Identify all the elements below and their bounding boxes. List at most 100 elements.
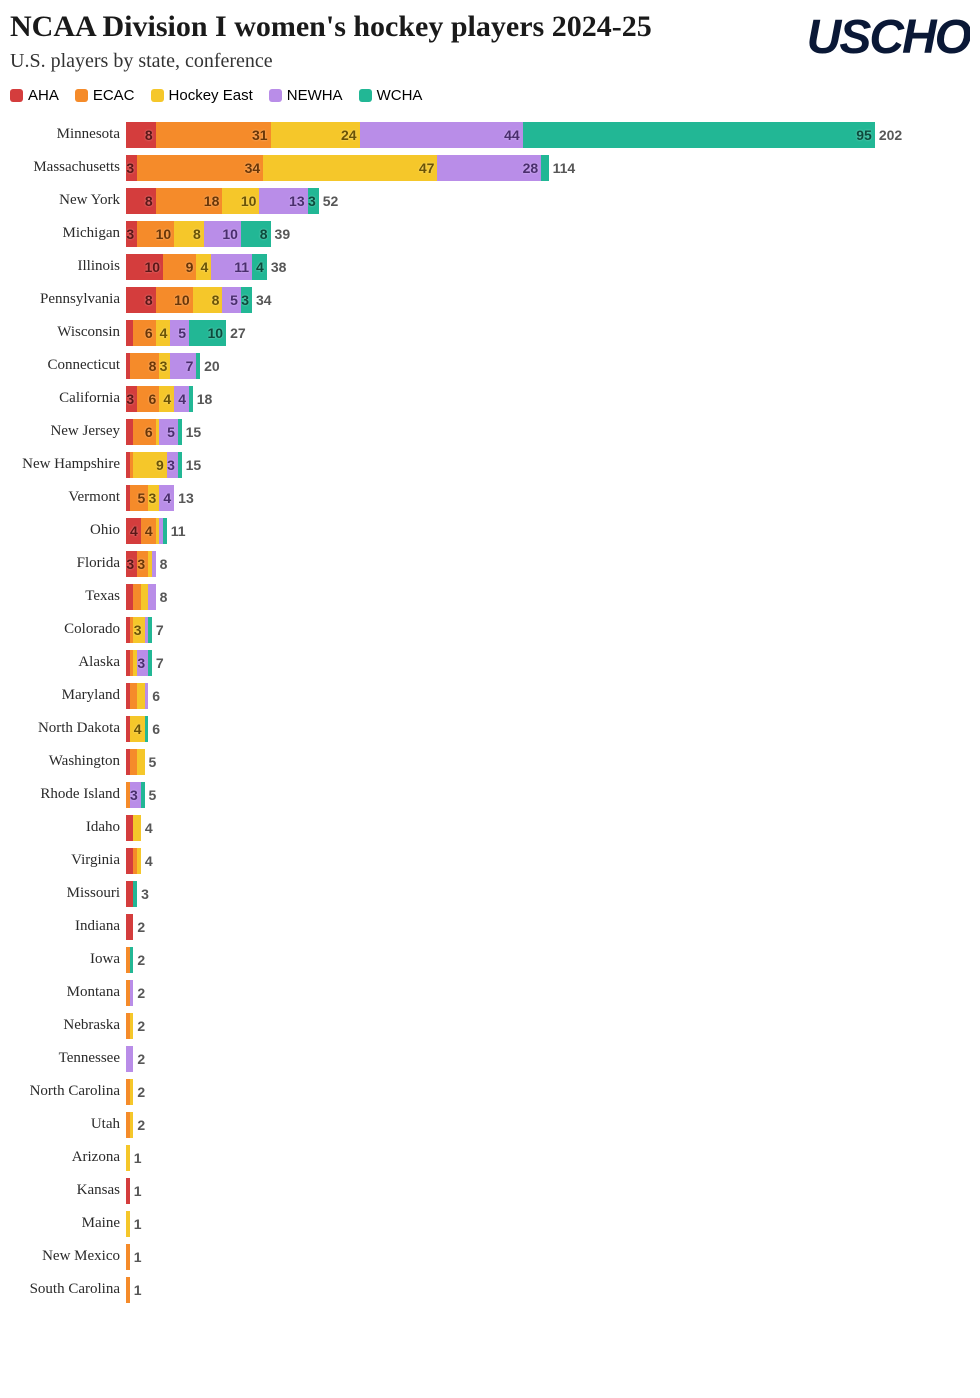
segment-value: 6 xyxy=(149,391,157,407)
bar-segment-aha: 8 xyxy=(126,188,156,214)
segment-value: 3 xyxy=(160,358,168,374)
bar-stack: 1 xyxy=(126,1178,142,1204)
legend-swatch xyxy=(269,89,282,102)
segment-value: 5 xyxy=(178,325,186,341)
segment-value: 31 xyxy=(252,127,268,143)
bar-segment-ecac: 31 xyxy=(156,122,271,148)
legend-label: AHA xyxy=(28,87,59,104)
row-total: 27 xyxy=(230,325,246,341)
state-row: Illinois109411438 xyxy=(10,250,970,283)
segment-value: 8 xyxy=(212,292,220,308)
bar-stack: 9315 xyxy=(126,452,201,478)
state-row: Indiana2 xyxy=(10,910,970,943)
bar-segment-ecac: 9 xyxy=(163,254,196,280)
bar-stack: 1 xyxy=(126,1211,142,1237)
bar-segment-wcha xyxy=(178,419,182,445)
row-total: 13 xyxy=(178,490,194,506)
row-total: 2 xyxy=(137,952,145,968)
segment-value: 34 xyxy=(245,160,261,176)
bar-stack: 3344728114 xyxy=(126,155,575,181)
segment-value: 3 xyxy=(126,556,134,572)
legend-swatch xyxy=(10,89,23,102)
bar-stack: 6515 xyxy=(126,419,201,445)
segment-value: 3 xyxy=(134,622,142,638)
segment-value: 6 xyxy=(145,424,153,440)
segment-value: 18 xyxy=(204,193,220,209)
legend-item: WCHA xyxy=(359,87,423,104)
state-row: Nebraska2 xyxy=(10,1009,970,1042)
row-total: 8 xyxy=(160,556,168,572)
state-label: Iowa xyxy=(10,951,126,968)
bar-segment-ecac: 10 xyxy=(137,221,174,247)
bar-segment-newha: 3 xyxy=(167,452,178,478)
bar-segment-ecac: 34 xyxy=(137,155,263,181)
segment-value: 3 xyxy=(126,160,134,176)
bar-segment-ecac: 6 xyxy=(137,386,159,412)
state-label: Colorado xyxy=(10,621,126,638)
bar-stack: 109411438 xyxy=(126,254,286,280)
row-total: 4 xyxy=(145,820,153,836)
bar-segment-ecac: 10 xyxy=(156,287,193,313)
bar-segment-ecac xyxy=(130,749,137,775)
row-total: 8 xyxy=(160,589,168,605)
segment-value: 4 xyxy=(178,391,186,407)
bar-segment-hockeyeast: 4 xyxy=(196,254,211,280)
bar-segment-aha xyxy=(126,1178,130,1204)
bar-stack: 364418 xyxy=(126,386,212,412)
state-row: Pennsylvania81085334 xyxy=(10,283,970,316)
bar-segment-wcha: 8 xyxy=(241,221,271,247)
bar-stack: 4 xyxy=(126,815,153,841)
segment-value: 6 xyxy=(145,325,153,341)
bar-segment-wcha xyxy=(133,881,137,907)
state-row: Utah2 xyxy=(10,1108,970,1141)
segment-value: 8 xyxy=(260,226,268,242)
state-row: Kansas1 xyxy=(10,1174,970,1207)
bar-segment-newha: 11 xyxy=(211,254,252,280)
bar-segment-ecac xyxy=(126,1244,130,1270)
state-row: Virginia4 xyxy=(10,844,970,877)
bar-stack: 3 xyxy=(126,881,149,907)
state-label: Arizona xyxy=(10,1149,126,1166)
bar-segment-newha xyxy=(145,683,149,709)
state-label: Montana xyxy=(10,984,126,1001)
state-row: Maine1 xyxy=(10,1207,970,1240)
bar-segment-newha: 4 xyxy=(174,386,189,412)
bar-segment-aha: 8 xyxy=(126,122,156,148)
bar-segment-hockeyeast xyxy=(133,815,140,841)
bar-segment-aha xyxy=(126,914,133,940)
state-label: Maryland xyxy=(10,687,126,704)
state-label: New Jersey xyxy=(10,423,126,440)
segment-value: 4 xyxy=(145,523,153,539)
state-label: Pennsylvania xyxy=(10,291,126,308)
bar-segment-newha: 10 xyxy=(204,221,241,247)
segment-value: 5 xyxy=(230,292,238,308)
row-total: 11 xyxy=(171,523,186,539)
bar-stack: 338 xyxy=(126,551,167,577)
state-row: New Jersey6515 xyxy=(10,415,970,448)
state-label: Vermont xyxy=(10,489,126,506)
segment-value: 9 xyxy=(156,457,164,473)
chart-title: NCAA Division I women's hockey players 2… xyxy=(10,10,807,44)
bar-segment-wcha xyxy=(163,518,167,544)
bar-segment-newha: 3 xyxy=(130,782,141,808)
state-row: Tennessee2 xyxy=(10,1042,970,1075)
bar-segment-ecac: 18 xyxy=(156,188,223,214)
state-label: Ohio xyxy=(10,522,126,539)
row-total: 2 xyxy=(137,919,145,935)
bar-segment-wcha xyxy=(196,353,200,379)
state-row: North Carolina2 xyxy=(10,1075,970,1108)
state-row: Montana2 xyxy=(10,976,970,1009)
bar-segment-wcha xyxy=(148,650,152,676)
bar-stack: 4 xyxy=(126,848,153,874)
state-row: Washington5 xyxy=(10,745,970,778)
state-row: New Hampshire9315 xyxy=(10,448,970,481)
bar-stack: 83720 xyxy=(126,353,220,379)
bar-stack: 2 xyxy=(126,1013,145,1039)
row-total: 52 xyxy=(323,193,339,209)
row-total: 6 xyxy=(152,721,160,737)
row-total: 2 xyxy=(137,1117,145,1133)
row-total: 202 xyxy=(879,127,902,143)
bar-stack: 35 xyxy=(126,782,156,808)
state-row: South Carolina1 xyxy=(10,1273,970,1306)
state-label: Michigan xyxy=(10,225,126,242)
